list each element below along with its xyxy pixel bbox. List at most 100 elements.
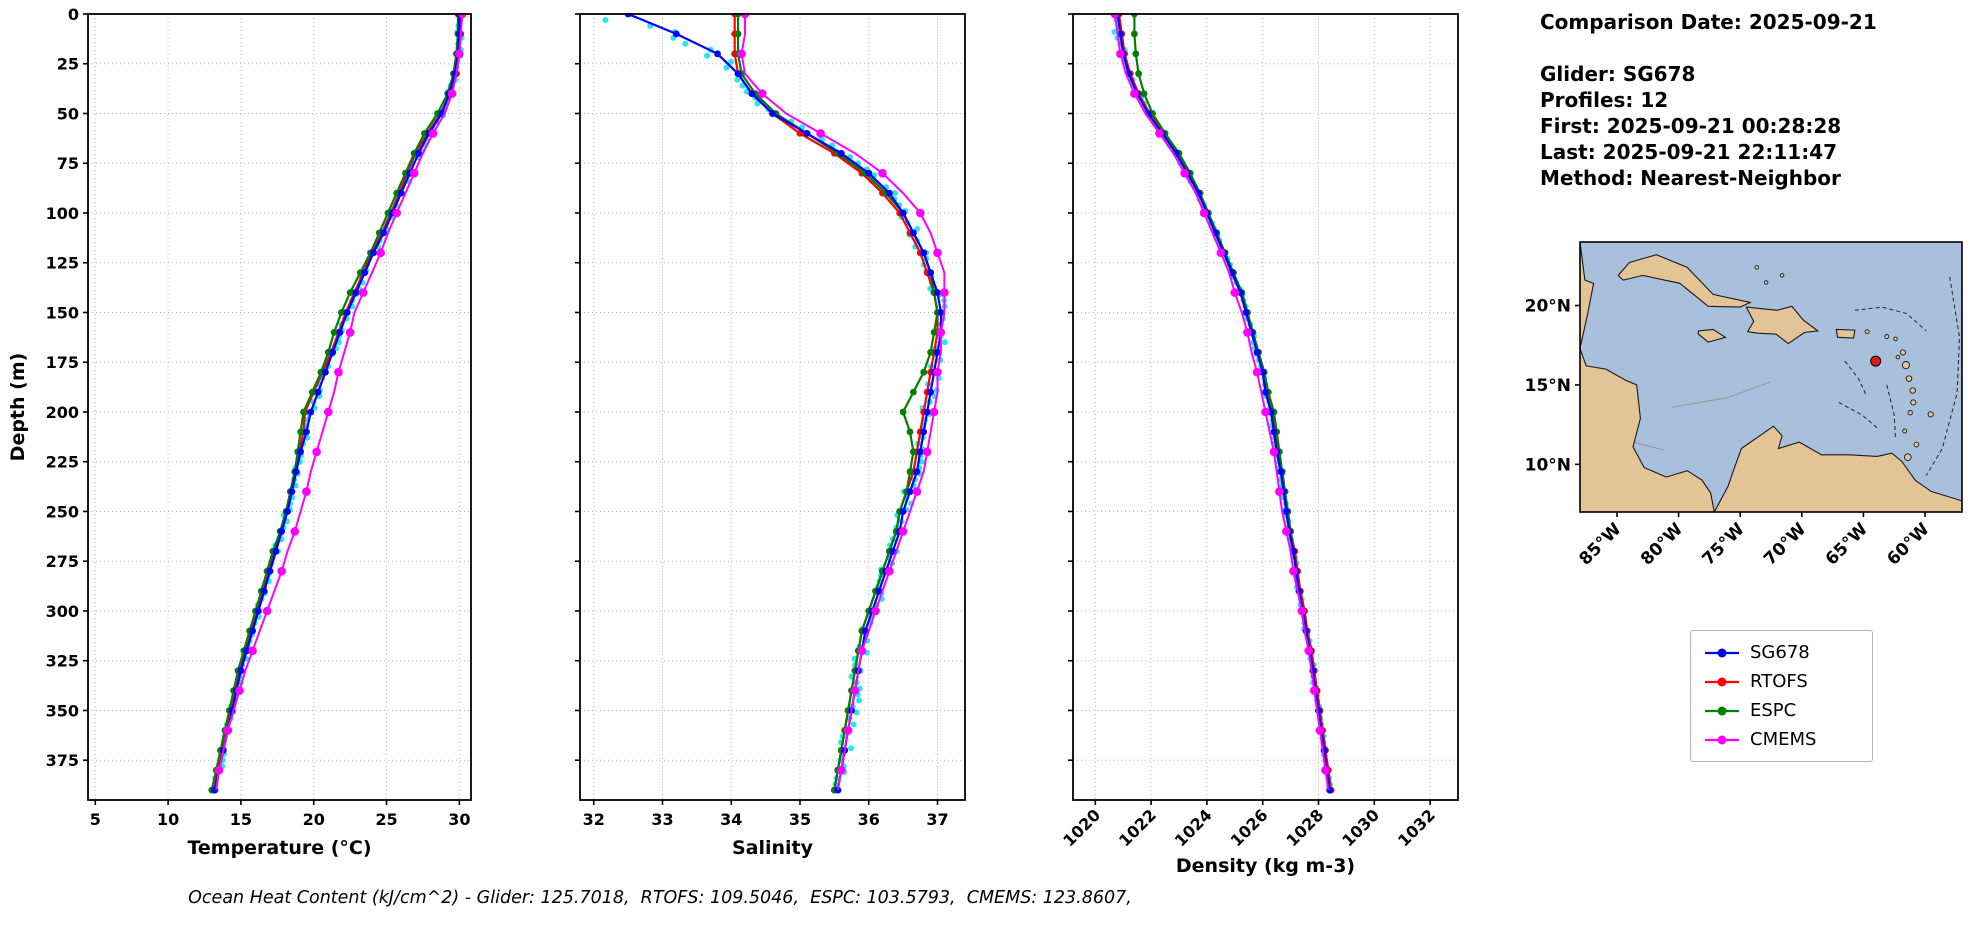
plot-area xyxy=(602,13,949,794)
map-lat-label: 15°N xyxy=(1525,376,1571,396)
map-lon-label: 80°W xyxy=(1637,519,1687,569)
plot-border xyxy=(579,13,966,801)
svg-text:0: 0 xyxy=(68,5,79,24)
info-panel: Comparison Date: 2025-09-21 Glider: SG67… xyxy=(1540,10,1877,191)
svg-text:50: 50 xyxy=(57,104,79,123)
plot-border xyxy=(87,13,472,801)
x-axis: 5 10 15 20 25 30 Temperature (°C) xyxy=(90,800,470,859)
land-puerto-rico xyxy=(1835,328,1856,339)
y-axis xyxy=(575,13,580,762)
info-line: Last: 2025-09-21 22:11:47 xyxy=(1540,140,1838,164)
legend-item-espc: ESPC xyxy=(1704,700,1854,721)
legend-item-sg678: SG678 xyxy=(1704,642,1854,663)
svg-text:350: 350 xyxy=(46,701,79,720)
land-jamaica xyxy=(1697,328,1727,343)
info-line: Profiles: 12 xyxy=(1540,88,1669,112)
series-sg678 xyxy=(1114,13,1334,794)
info-line: Glider: SG678 xyxy=(1540,62,1696,86)
svg-text:37: 37 xyxy=(926,810,948,829)
chart-temperature: 5 10 15 20 25 30 Temperature (°C) 0 25 50 75 100 125… xyxy=(7,5,472,859)
svg-text:100: 100 xyxy=(46,204,79,223)
svg-text:20: 20 xyxy=(303,810,325,829)
svg-text:36: 36 xyxy=(858,810,880,829)
island xyxy=(1779,273,1785,278)
svg-text:250: 250 xyxy=(46,502,79,521)
legend-label: SG678 xyxy=(1750,642,1810,663)
info-line: Method: Nearest-Neighbor xyxy=(1540,166,1841,190)
map-lon-label: 65°W xyxy=(1822,519,1872,569)
legend-label: RTOFS xyxy=(1750,671,1808,692)
map-lon-label: 60°W xyxy=(1883,519,1933,569)
svg-text:275: 275 xyxy=(46,552,79,571)
island xyxy=(1895,354,1901,360)
x-axis: 32 33 34 35 36 37 Salinity xyxy=(583,800,949,859)
y-axis xyxy=(1068,13,1073,762)
raw-glider-scatter xyxy=(1111,13,1335,794)
svg-text:125: 125 xyxy=(46,254,79,273)
plot-border xyxy=(1072,13,1459,801)
map-lon-label: 70°W xyxy=(1760,519,1810,569)
x-axis: 1020 1022 1024 1026 1028 1030 1032 Density (kg … xyxy=(1059,800,1439,877)
island xyxy=(1909,387,1916,394)
island xyxy=(1927,411,1934,418)
land-cuba xyxy=(1617,254,1752,308)
svg-text:1032: 1032 xyxy=(1394,805,1439,850)
island xyxy=(1913,441,1920,448)
svg-text:10: 10 xyxy=(157,810,179,829)
legend-item-rtofs: RTOFS xyxy=(1704,671,1854,692)
island xyxy=(1893,336,1898,342)
island xyxy=(1903,453,1912,462)
series-cmems xyxy=(1110,13,1330,791)
legend-label: ESPC xyxy=(1750,700,1797,721)
svg-text:33: 33 xyxy=(651,810,673,829)
map-dashed-boundary xyxy=(1854,306,1927,332)
svg-text:300: 300 xyxy=(46,602,79,621)
y-axis-label: Depth (m) xyxy=(7,353,29,462)
ohc-caption: Ocean Heat Content (kJ/cm^2) - Glider: 1… xyxy=(188,888,1132,908)
map-features xyxy=(1580,242,1962,512)
island xyxy=(1901,361,1910,370)
legend-marker-icon xyxy=(1705,648,1739,657)
svg-text:375: 375 xyxy=(46,751,79,770)
raw-glider-scatter xyxy=(602,13,948,794)
legend-item-cmems: CMEMS xyxy=(1704,729,1854,750)
svg-text:30: 30 xyxy=(448,810,470,829)
map-gray-boundary xyxy=(1672,381,1772,408)
map-border xyxy=(1579,241,1963,513)
info-lines: Glider: SG678 Profiles: 12 First: 2025-09-… xyxy=(1540,61,1877,191)
island xyxy=(1910,399,1917,406)
map-lat-label: 20°N xyxy=(1525,297,1571,317)
svg-text:1028: 1028 xyxy=(1282,805,1327,850)
map-dashed-boundary xyxy=(1886,384,1896,438)
plot-area xyxy=(1110,13,1335,794)
island xyxy=(1754,265,1760,270)
series-cmems xyxy=(214,13,467,791)
land-hispaniola xyxy=(1745,305,1820,345)
legend-marker-icon xyxy=(1705,735,1739,744)
grid xyxy=(88,13,471,800)
series-rtofs xyxy=(1115,13,1335,794)
map-dashed-boundary xyxy=(1838,401,1878,429)
svg-text:150: 150 xyxy=(46,303,79,322)
legend-marker-icon xyxy=(1705,706,1739,715)
island xyxy=(1902,428,1908,434)
map-lon-label: 75°W xyxy=(1699,519,1749,569)
island xyxy=(1899,349,1906,356)
grid xyxy=(580,13,965,800)
map-dashed-boundary xyxy=(1844,360,1867,395)
x-axis-label: Temperature (°C) xyxy=(187,837,371,859)
comparison-date-text: Comparison Date: 2025-09-21 xyxy=(1540,10,1877,34)
series-sg678 xyxy=(624,13,945,794)
map-dashed-boundary xyxy=(1925,276,1961,476)
series-espc xyxy=(208,13,462,794)
island xyxy=(1763,280,1769,285)
svg-text:325: 325 xyxy=(46,652,79,671)
grid xyxy=(1073,13,1458,800)
svg-text:1030: 1030 xyxy=(1338,805,1383,850)
chart-salinity: 32 33 34 35 36 37 Salinity xyxy=(575,13,966,859)
island xyxy=(1905,375,1913,382)
series-espc xyxy=(734,13,941,794)
series-sg678 xyxy=(211,13,463,794)
